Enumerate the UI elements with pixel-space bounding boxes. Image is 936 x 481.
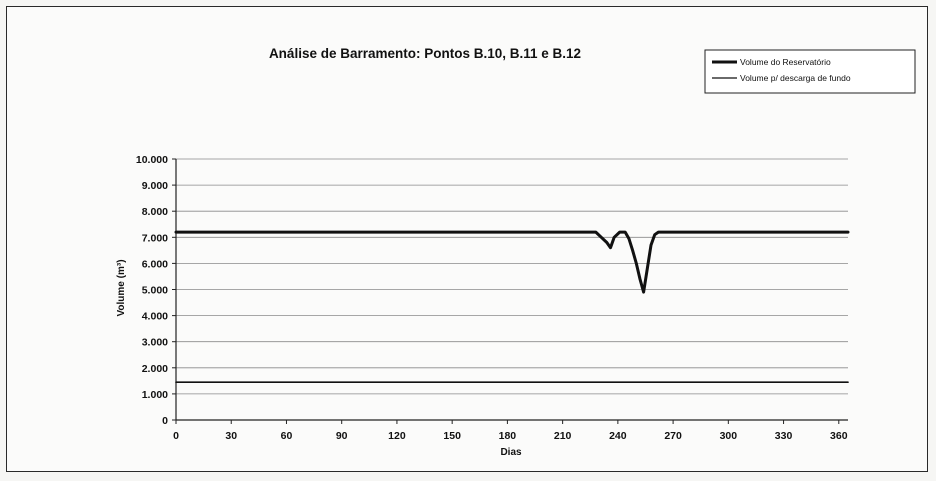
x-tick-label: 120 — [388, 430, 406, 442]
y-tick-label: 2.000 — [142, 363, 168, 375]
y-tick-label: 8.000 — [142, 206, 168, 218]
x-tick-label: 210 — [554, 430, 572, 442]
grid — [176, 158, 848, 395]
x-tick-label: 180 — [499, 430, 517, 442]
legend-label-descarga: Volume p/ descarga de fundo — [740, 73, 851, 83]
series-layer — [174, 230, 850, 384]
x-tick-label: 150 — [443, 430, 461, 442]
x-tick-label: 300 — [720, 430, 738, 442]
x-axis-title: Dias — [500, 447, 522, 458]
y-tick-label: 3.000 — [142, 337, 168, 349]
x-tick-label: 330 — [775, 430, 793, 442]
y-tick-label: 6.000 — [142, 258, 168, 270]
x-tick-label: 0 — [173, 430, 179, 442]
x-tick-label: 60 — [281, 430, 293, 442]
y-tick-label: 4.000 — [142, 311, 168, 323]
y-tick-labels: 0 1.000 2.000 3.000 4.000 5.000 6.000 7.000 8.00… — [136, 154, 168, 427]
legend: Volume do Reservatório Volume p/ descarg… — [704, 49, 916, 94]
legend-box — [704, 49, 916, 94]
x-tick-label: 30 — [225, 430, 237, 442]
y-axis-title: Volume (m³) — [116, 259, 127, 316]
series-line-reservatorio — [174, 230, 850, 294]
y-tick-label: 5.000 — [142, 285, 168, 297]
x-tick-labels: 0 30 60 90 120 150 180 210 240 270 300 330 360 — [173, 430, 848, 442]
y-tick-label: 10.000 — [136, 154, 168, 166]
x-tick-label: 360 — [830, 430, 848, 442]
x-tick-label: 240 — [609, 430, 627, 442]
axes — [172, 158, 848, 424]
x-tick-label: 90 — [336, 430, 348, 442]
y-tick-label: 9.000 — [142, 180, 168, 192]
x-tick-label: 270 — [664, 430, 682, 442]
chart-title: Análise de Barramento: Pontos B.10, B.11… — [269, 46, 581, 61]
y-tick-label: 0 — [162, 415, 168, 427]
legend-label-reservatorio: Volume do Reservatório — [740, 57, 831, 67]
y-tick-label: 7.000 — [142, 232, 168, 244]
y-tick-label: 1.000 — [142, 389, 168, 401]
